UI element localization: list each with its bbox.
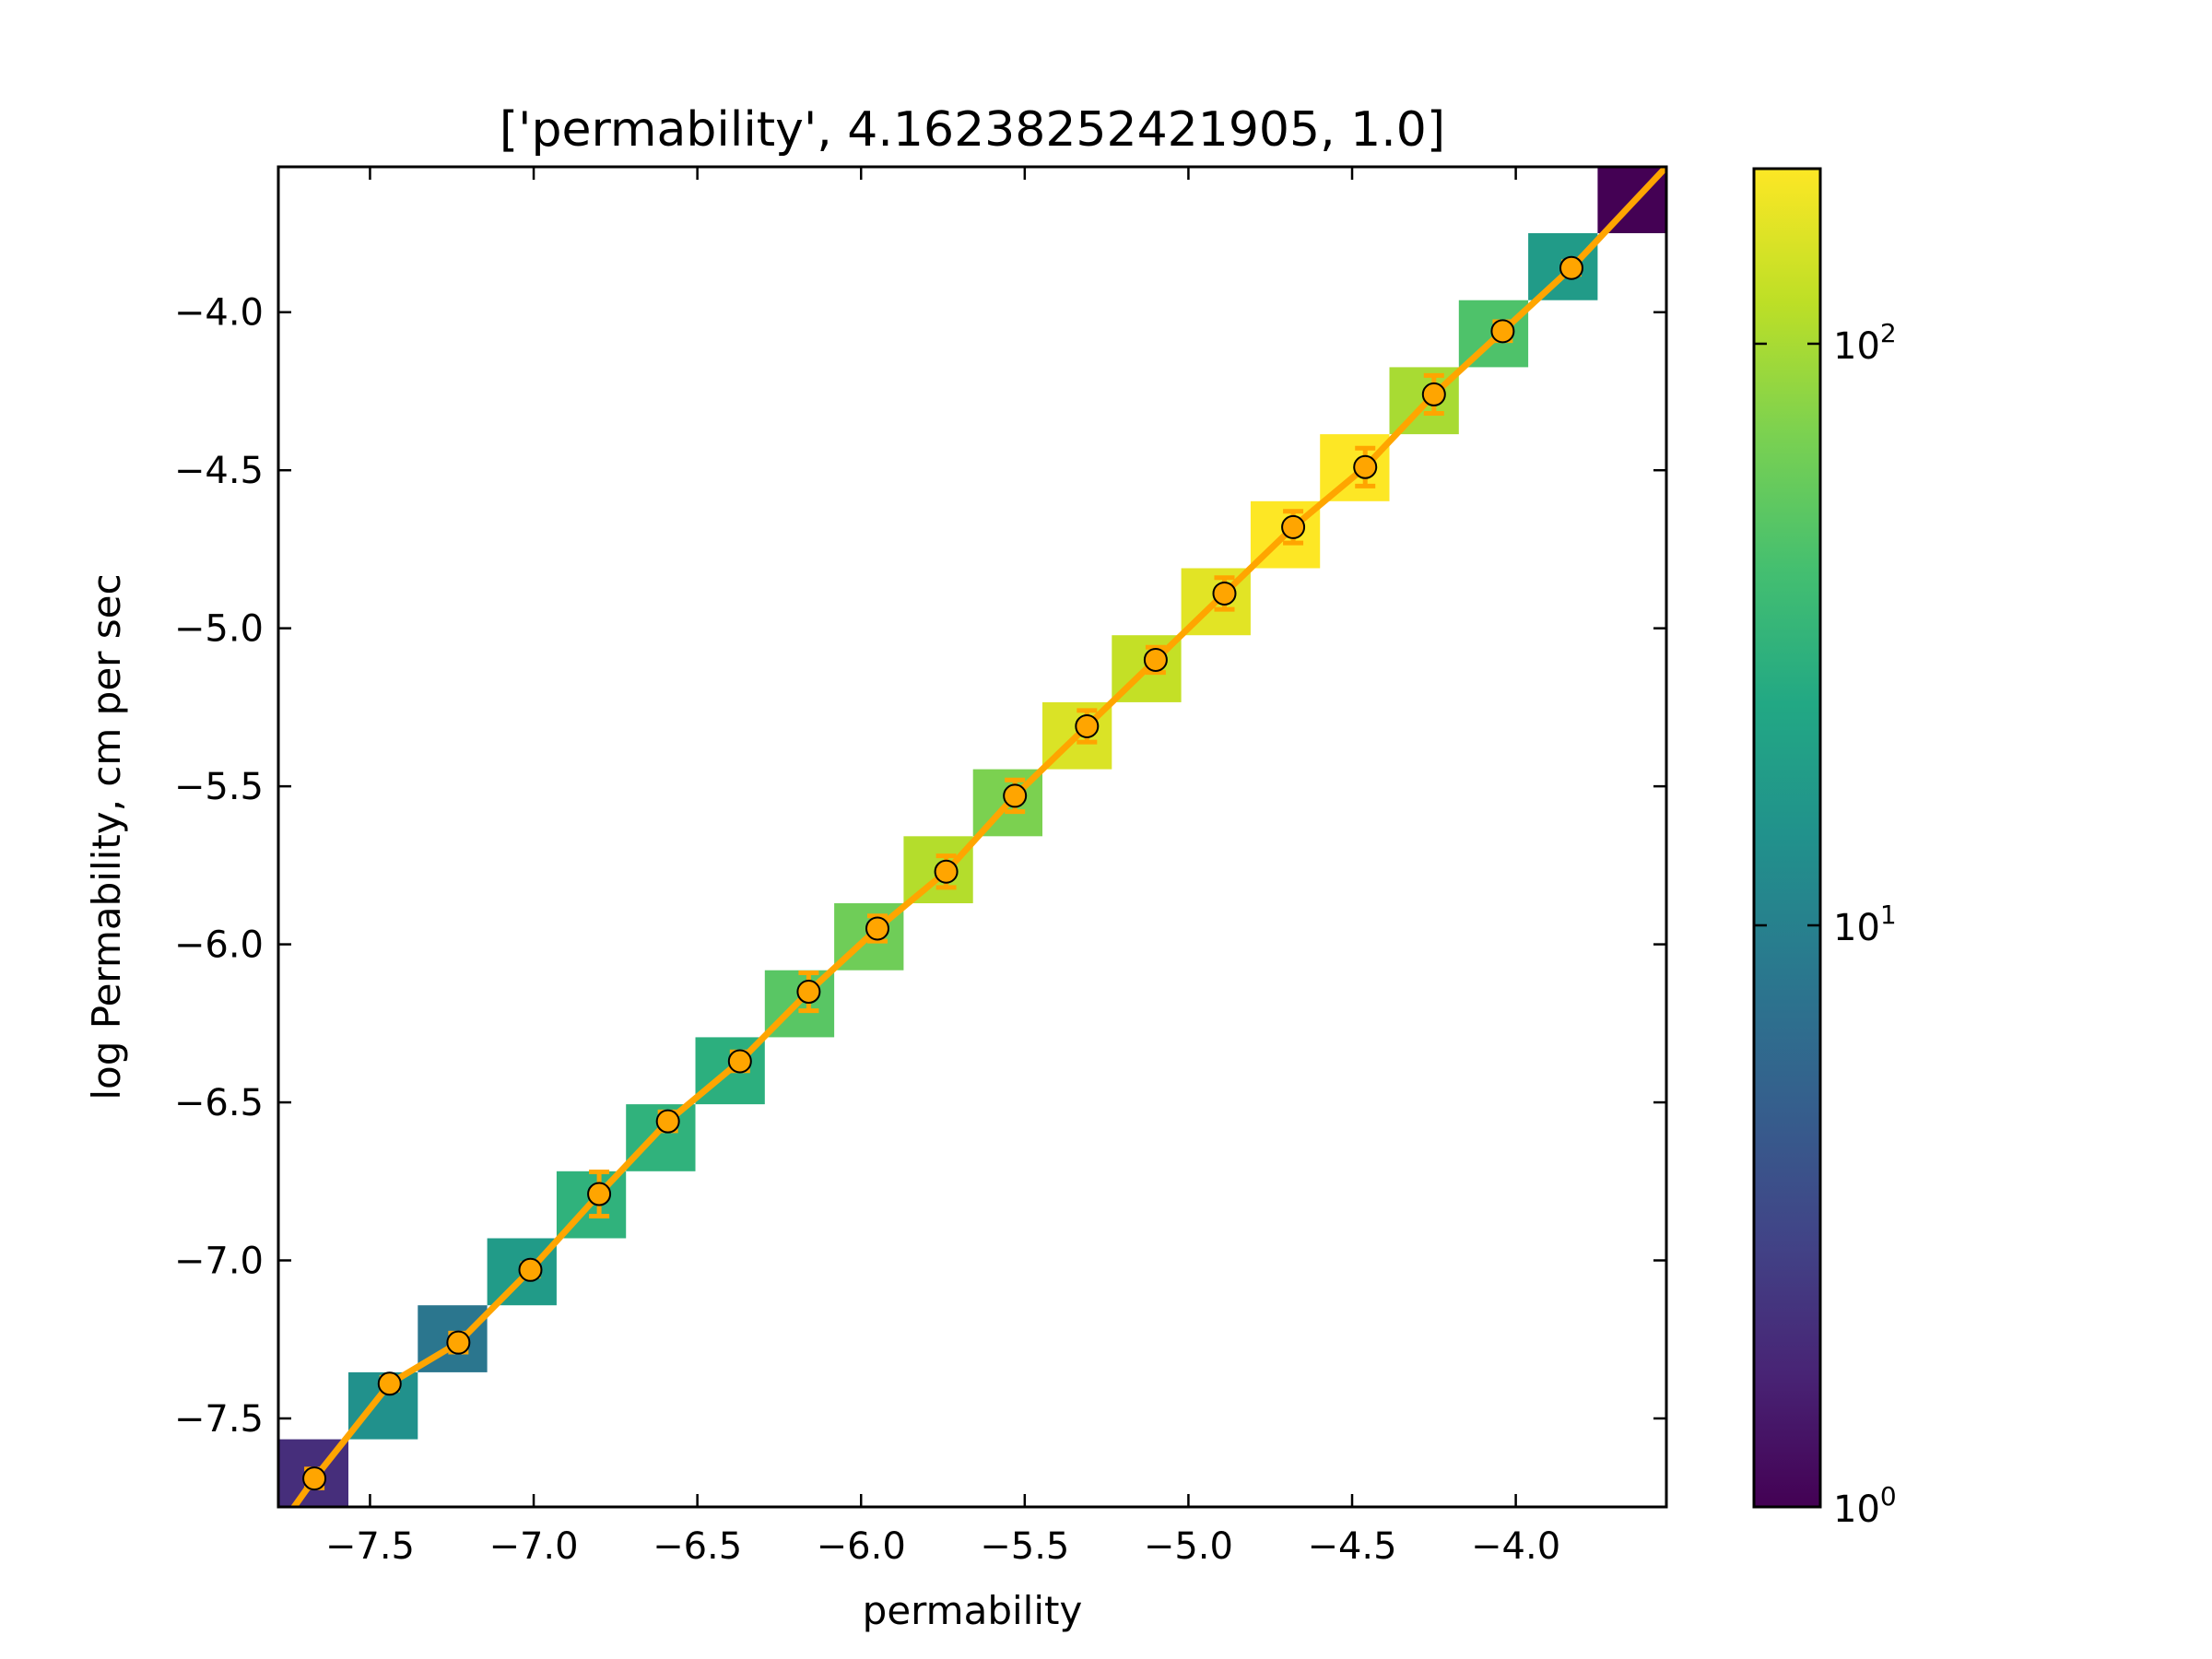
- mean-marker: [518, 1257, 543, 1282]
- x-tick: −6.0: [817, 167, 906, 1568]
- x-tick-label: −4.0: [1471, 1525, 1560, 1568]
- x-tick: −4.0: [1471, 167, 1560, 1568]
- mean-marker: [1212, 581, 1237, 606]
- mean-marker: [377, 1371, 402, 1396]
- mean-marker: [587, 1182, 612, 1206]
- mean-marker: [1559, 255, 1583, 280]
- plot-frame: [276, 165, 1668, 1509]
- x-tick: −5.5: [980, 167, 1069, 1568]
- x-tick-label: −5.0: [1144, 1525, 1233, 1568]
- y-tick: −4.0: [174, 292, 1666, 335]
- x-tick: −6.5: [653, 167, 742, 1568]
- x-tick: −5.0: [1144, 167, 1233, 1568]
- mean-marker: [1143, 647, 1168, 672]
- x-tick: −4.5: [1307, 167, 1397, 1568]
- colorbar-tick: 102: [1754, 318, 1897, 368]
- x-tick-label: −7.5: [325, 1525, 415, 1568]
- y-tick-label: −4.0: [174, 292, 264, 335]
- y-tick-label: −6.5: [174, 1082, 264, 1124]
- y-tick: −7.5: [174, 1398, 1666, 1441]
- mean-marker: [727, 1049, 752, 1074]
- x-tick-label: −6.0: [817, 1525, 906, 1568]
- mean-marker: [1003, 783, 1028, 808]
- colorbar: [1752, 167, 1822, 1509]
- mean-marker: [1353, 454, 1378, 479]
- colorbar-tick-label: 100: [1833, 1481, 1897, 1531]
- y-tick: −7.0: [174, 1241, 1666, 1283]
- x-tick: −7.0: [488, 167, 579, 1568]
- y-axis-ticks: −7.5 −7.0 −6.5 −6.0 −5.5 −5.0 −4.5 −4.0: [174, 292, 1666, 1441]
- mean-marker: [934, 859, 959, 884]
- y-tick-label: −4.5: [174, 450, 264, 492]
- y-tick: −5.0: [174, 608, 1666, 651]
- y-tick-label: −7.5: [174, 1398, 264, 1441]
- mean-markers: [302, 255, 1583, 1491]
- x-axis-label: permability: [863, 1588, 1083, 1633]
- colorbar-ticks: 100 101 102: [1754, 318, 1897, 1531]
- mean-marker: [865, 916, 889, 941]
- y-tick: −6.5: [174, 1082, 1666, 1124]
- mean-marker: [302, 1466, 327, 1491]
- colorbar-tick-label: 102: [1833, 318, 1897, 368]
- y-tick-label: −5.5: [174, 766, 264, 808]
- x-tick-label: −5.5: [980, 1525, 1069, 1568]
- y-tick: −5.5: [174, 766, 1666, 808]
- mean-marker: [796, 980, 821, 1005]
- chart-title: ['permability', 4.16238252421905, 1.0]: [500, 102, 1445, 158]
- colorbar-tick-label: 101: [1833, 900, 1897, 949]
- x-tick-label: −6.5: [653, 1525, 742, 1568]
- x-tick-label: −4.5: [1307, 1525, 1396, 1568]
- y-tick: −6.0: [174, 924, 1666, 967]
- mean-marker: [1490, 319, 1515, 344]
- mean-marker: [1421, 382, 1446, 406]
- y-tick-label: −7.0: [174, 1241, 264, 1283]
- y-tick-label: −6.0: [174, 924, 264, 967]
- mean-marker: [1281, 514, 1306, 539]
- x-axis-ticks: −7.5 −7.0 −6.5 −6.0 −5.5 −5.0 −4.5 −4.0: [325, 167, 1560, 1568]
- x-tick-label: −7.0: [488, 1525, 578, 1568]
- colorbar-tick: 100: [1754, 1481, 1897, 1531]
- colorbar-tick: 101: [1754, 900, 1897, 949]
- mean-marker: [446, 1330, 471, 1355]
- y-tick: −4.5: [174, 450, 1666, 492]
- mean-marker: [1075, 713, 1100, 738]
- mean-marker: [655, 1109, 680, 1134]
- x-tick: −7.5: [325, 167, 415, 1568]
- y-axis-label: log Permability, cm per sec: [84, 573, 129, 1100]
- y-tick-label: −5.0: [174, 608, 264, 651]
